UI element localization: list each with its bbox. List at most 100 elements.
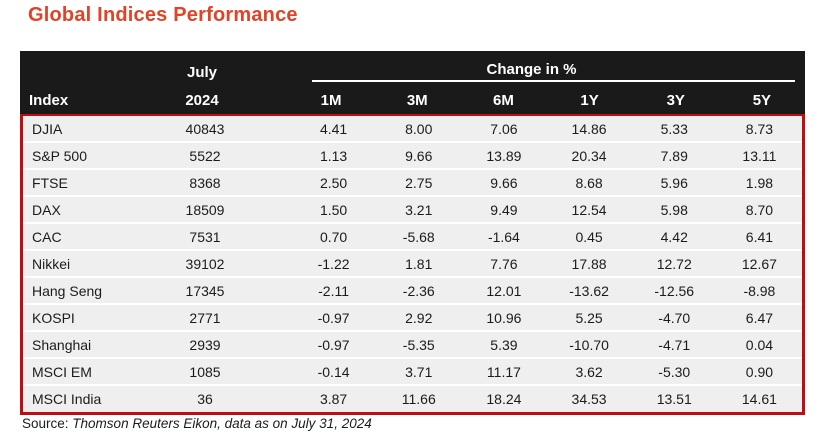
indices-table: Index July 2024 Change in % 1M 3M 6M 1Y … [20,51,805,415]
cell-5y: 6.47 [745,309,774,326]
cell-5y: 13.11 [742,147,777,164]
cell-5y: 8.70 [745,201,774,218]
cell-july-2024: 2771 [189,309,221,326]
period-header-6m: 6M [492,92,514,109]
cell-3m: 2.92 [405,309,433,326]
value-column-header-month: July [186,64,217,81]
cell-1m: -0.97 [317,309,350,326]
cell-3m: -5.68 [402,228,435,245]
cell-index: CAC [32,228,62,245]
change-group-header: Change in % [312,51,795,82]
cell-july-2024: 36 [197,391,213,407]
cell-3y: -4.70 [658,309,691,326]
table-row: CAC 7531 0.70 -5.68 -1.64 0.45 4.42 6.41 [23,224,802,251]
cell-1y: 0.45 [575,228,603,245]
cell-index: Hang Seng [32,282,103,299]
cell-3m: -5.35 [402,336,435,353]
index-column-header: Index [29,92,69,109]
cell-3m: -2.36 [402,282,435,299]
source-note: Thomson Reuters Eikon, data as on July 3… [72,416,372,431]
cell-index: MSCI EM [32,363,92,380]
cell-1m: 3.87 [319,391,348,407]
cell-6m: 18.24 [486,391,522,407]
cell-july-2024: 2939 [189,336,221,353]
cell-3m: 8.00 [405,120,433,137]
cell-july-2024: 8368 [189,174,221,191]
cell-july-2024: 1085 [189,363,221,380]
table-row: MSCI India 36 3.87 11.66 18.24 34.53 13.… [23,386,802,412]
table-row: FTSE 8368 2.50 2.75 9.66 8.68 5.96 1.98 [23,170,802,197]
cell-1y: -10.70 [569,336,609,353]
cell-1m: 1.13 [319,147,348,164]
table-row: Nikkei 39102 -1.22 1.81 7.76 17.88 12.72… [23,251,802,278]
cell-1m: 4.41 [319,120,348,137]
cell-5y: 0.90 [745,363,774,380]
cell-index: Shanghai [32,336,92,353]
table-row: KOSPI 2771 -0.97 2.92 10.96 5.25 -4.70 6… [23,305,802,332]
cell-index: DJIA [32,120,63,137]
cell-5y: 12.67 [741,255,777,272]
page-title: Global Indices Performance [28,4,298,26]
cell-6m: 11.17 [486,363,521,380]
cell-6m: 12.01 [486,282,522,299]
cell-1m: 0.70 [319,228,348,245]
cell-6m: 7.76 [490,255,518,272]
period-header-3y: 3Y [666,92,685,109]
table-body: DJIA 40843 4.41 8.00 7.06 14.86 5.33 8.7… [20,114,805,415]
cell-july-2024: 39102 [185,255,225,272]
cell-july-2024: 40843 [185,120,225,137]
cell-3y: -12.56 [654,282,695,299]
cell-6m: 7.06 [490,120,518,137]
value-column-header-year: 2024 [185,92,219,109]
cell-1y: 3.62 [575,363,603,380]
cell-6m: -1.64 [487,228,520,245]
cell-3y: 5.33 [660,120,688,137]
cell-3y: 13.51 [656,391,692,407]
cell-6m: 9.49 [490,201,518,218]
cell-1y: 14.86 [571,120,607,137]
source-line: Source: Thomson Reuters Eikon, data as o… [22,416,372,431]
table-row: S&P 500 5522 1.13 9.66 13.89 20.34 7.89 … [23,143,802,170]
cell-july-2024: 18509 [185,201,225,218]
period-header-5y: 5Y [752,92,772,109]
cell-5y: 8.73 [745,120,774,137]
cell-3y: -5.30 [658,363,691,380]
cell-5y: 14.61 [741,391,777,407]
source-prefix: Source: [22,416,69,431]
cell-6m: 9.66 [490,174,518,191]
cell-1m: -0.97 [317,336,350,353]
cell-1y: 34.53 [571,391,607,407]
cell-3y: -4.71 [658,336,691,353]
cell-1y: 12.54 [571,201,607,218]
cell-index: FTSE [32,174,68,191]
cell-1y: 17.88 [571,255,607,272]
cell-3y: 5.98 [660,201,688,218]
cell-3m: 2.75 [405,174,433,191]
cell-6m: 5.39 [490,336,518,353]
cell-1m: -1.22 [317,255,350,272]
cell-3y: 7.89 [660,147,688,164]
cell-5y: -8.98 [743,282,776,299]
cell-3y: 5.96 [660,174,688,191]
cell-3m: 9.66 [405,147,433,164]
cell-1y: 20.34 [571,147,607,164]
cell-6m: 13.89 [486,147,522,164]
cell-3y: 4.42 [660,228,688,245]
period-header-1y: 1Y [580,92,599,109]
period-header-1m: 1M [320,92,342,109]
cell-5y: 6.41 [745,228,774,245]
cell-index: DAX [32,201,61,218]
cell-3y: 12.72 [656,255,692,272]
table-row: MSCI EM 1085 -0.14 3.71 11.17 3.62 -5.30… [23,359,802,386]
cell-3m: 1.81 [405,255,433,272]
cell-1m: -2.11 [318,282,350,299]
table-row: DAX 18509 1.50 3.21 9.49 12.54 5.98 8.70 [23,197,802,224]
cell-1m: 2.50 [319,174,348,191]
cell-index: S&P 500 [32,147,88,164]
cell-1m: -0.14 [317,363,350,380]
cell-1m: 1.50 [319,201,348,218]
cell-1y: 5.25 [575,309,603,326]
cell-july-2024: 5522 [189,147,221,164]
table-row: Hang Seng 17345 -2.11 -2.36 12.01 -13.62… [23,278,802,305]
